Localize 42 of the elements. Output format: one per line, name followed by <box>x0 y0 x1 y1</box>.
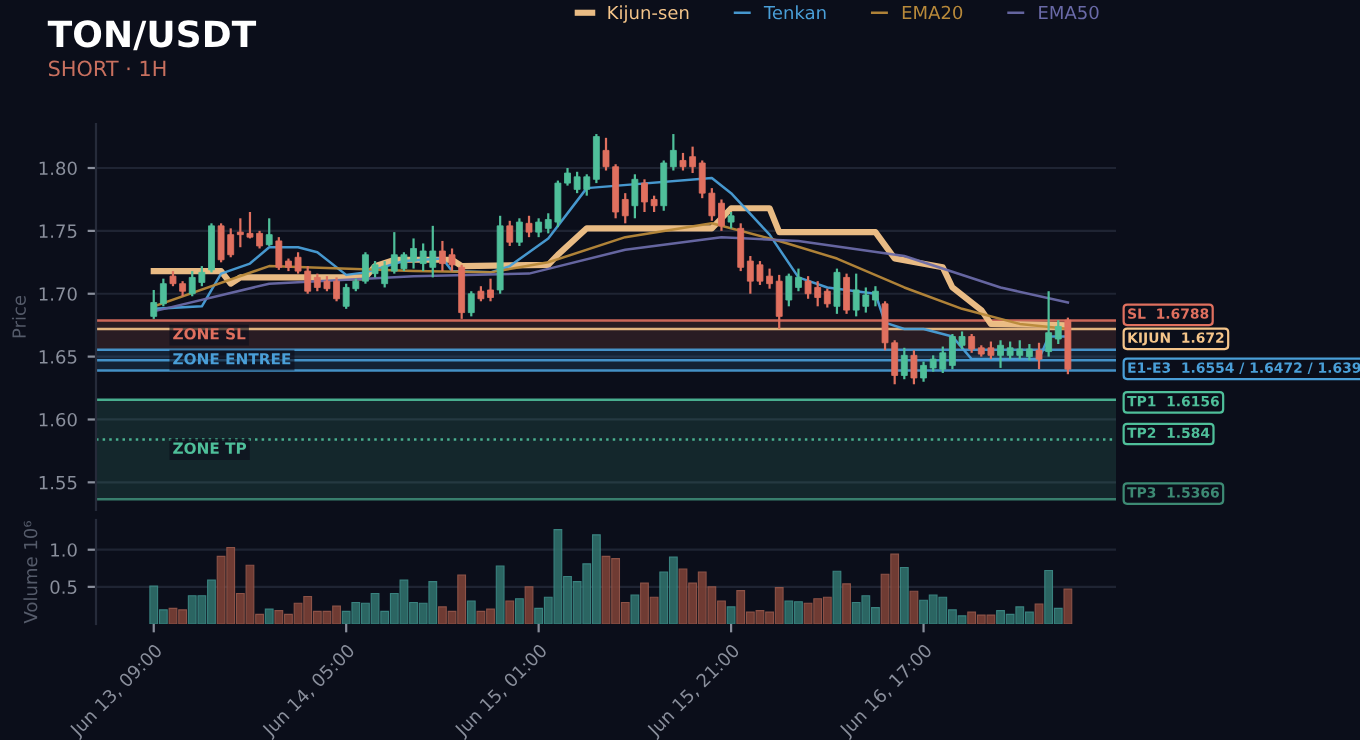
chart-title: TON/USDT <box>47 20 257 51</box>
y-axis-title: Volume 10⁶ <box>23 521 38 624</box>
candlestick <box>843 272 850 315</box>
y-axis-title: Price <box>11 295 26 338</box>
bar <box>1034 603 1044 624</box>
candlestick <box>467 290 475 318</box>
bar <box>495 565 505 624</box>
candlestick <box>515 217 523 248</box>
bar <box>1063 588 1073 624</box>
legend-label: EMA20 <box>902 5 963 20</box>
bar <box>909 590 919 624</box>
candlestick <box>265 217 273 248</box>
bar <box>842 583 851 624</box>
y-tick-label: 1.75 <box>39 224 77 238</box>
y-tick-label: 1.55 <box>39 476 77 490</box>
y-tick-label: 1.60 <box>39 412 77 427</box>
y-tick-label: 1.0 <box>51 543 77 557</box>
bar <box>832 570 842 624</box>
candlestick <box>910 349 918 386</box>
candlestick <box>506 219 514 248</box>
candlestick <box>208 222 215 274</box>
legend-label: EMA50 <box>1039 5 1099 20</box>
bar <box>630 594 640 624</box>
legend-label: Kijun-sen <box>608 5 689 23</box>
bar <box>264 608 274 624</box>
bar <box>466 600 476 624</box>
chart-subtitle: SHORT · 1H <box>48 60 166 77</box>
legend-label: Tenkan <box>763 5 826 20</box>
bar <box>514 598 524 624</box>
candlestick <box>525 214 533 239</box>
bar <box>505 600 515 624</box>
candlestick <box>1035 341 1043 371</box>
y-tick-label: 1.65 <box>39 350 77 364</box>
candlestick <box>833 267 841 315</box>
bar <box>726 606 736 624</box>
bar <box>899 566 909 624</box>
bar <box>524 586 534 624</box>
y-tick-label: 0.5 <box>50 580 77 594</box>
y-tick-label: 1.80 <box>39 161 77 176</box>
candlestick <box>900 346 908 381</box>
y-tick-label: 1.70 <box>39 287 77 301</box>
candlestick <box>631 173 639 220</box>
